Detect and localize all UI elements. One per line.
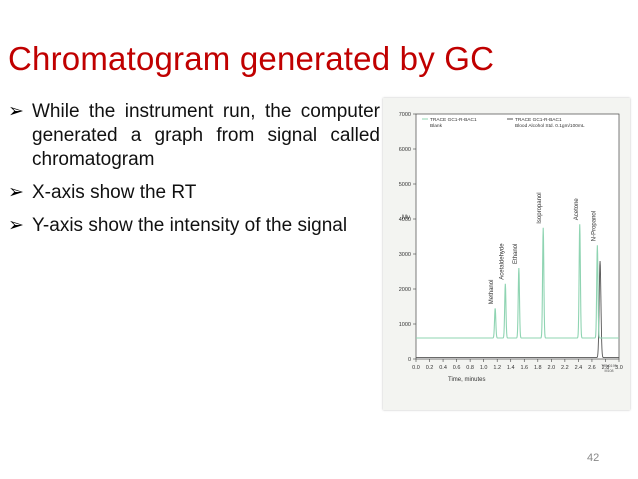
trace-line-sample <box>416 224 619 339</box>
arrow-bullet-icon: ➢ <box>8 101 24 122</box>
bullet-text: While the instrument run, the computer g… <box>32 101 380 170</box>
legend-entry-detail: Blood Alcohol Std. 0.1gm/100mL <box>515 123 585 129</box>
x-tick-label: 1.6 <box>520 365 528 371</box>
chromatogram-image: 0 1000 2000 3000 4000 5000 6000 7000 0.0 0.2 0.4 0.… <box>383 98 630 410</box>
slide-title: Chromatogram generated by GC <box>8 40 495 77</box>
x-tick-label: 0.8 <box>466 365 474 371</box>
x-tick-label: 2.6 <box>588 365 596 371</box>
x-tick-label: 1.2 <box>493 365 501 371</box>
bullet-list: ➢ While the instrument run, the computer… <box>8 100 380 247</box>
x-axis-label: Time, minutes <box>448 377 485 383</box>
x-tick-label: 0.6 <box>453 365 461 371</box>
x-tick-label: 3.0 <box>615 365 623 371</box>
page-number: 42 <box>587 452 600 464</box>
x-tick-label: 1.0 <box>480 365 488 371</box>
bullet-text: Y-axis show the intensity of the signal <box>32 215 348 236</box>
bullet-item: ➢ Y-axis show the intensity of the signa… <box>8 214 380 238</box>
x-tick-label: 0.2 <box>426 365 434 371</box>
x-tick-label: 0.0 <box>412 365 420 371</box>
arrow-bullet-icon: ➢ <box>8 182 24 203</box>
peak-label: Ethanol <box>513 244 519 264</box>
y-tick-label: 5000 <box>399 182 411 188</box>
x-tick-label: 0.4 <box>439 365 447 371</box>
peak-label: Isopropanol <box>537 192 543 223</box>
y-tick-label: 6000 <box>399 147 411 153</box>
bullet-text: X-axis show the RT <box>32 182 197 203</box>
y-tick-label: 7000 <box>399 112 411 118</box>
x-tick-label: 2.4 <box>575 365 583 371</box>
legend-entry: TRACE GC1-R-BAC1 <box>515 117 562 123</box>
y-tick-label: 1000 <box>399 322 411 328</box>
x-tick-label: 2.2 <box>561 365 569 371</box>
x-tick-label: 2.0 <box>548 365 556 371</box>
legend-entry: TRACE GC1-R-BAC1 <box>430 117 477 123</box>
trace-line-blank <box>416 260 619 359</box>
y-tick-label: 3000 <box>399 252 411 258</box>
y-tick-label: 0 <box>408 357 411 363</box>
peak-label: Acetaldehyde <box>499 243 505 280</box>
bullet-item: ➢ While the instrument run, the computer… <box>8 100 380 172</box>
peak-label: Acetone <box>574 198 580 221</box>
y-tick-label: 4000 <box>399 217 411 223</box>
x-tick-label: 2.8 <box>602 365 610 371</box>
bullet-item: ➢ X-axis show the RT <box>8 181 380 205</box>
legend-entry-detail: Blank <box>430 123 443 129</box>
corner-note: M108 <box>605 369 614 373</box>
peak-label: N-Propanol <box>591 211 597 241</box>
chromatogram-chart: 0 1000 2000 3000 4000 5000 6000 7000 0.0 0.2 0.4 0.… <box>399 112 623 383</box>
y-tick-label: 2000 <box>399 287 411 293</box>
x-tick-label: 1.8 <box>534 365 542 371</box>
y-axis-label: Mv <box>402 215 410 221</box>
corner-note: TRN0195 <box>601 364 616 368</box>
peak-label: Methanol <box>489 280 495 305</box>
x-tick-label: 1.4 <box>507 365 515 371</box>
arrow-bullet-icon: ➢ <box>8 215 24 236</box>
